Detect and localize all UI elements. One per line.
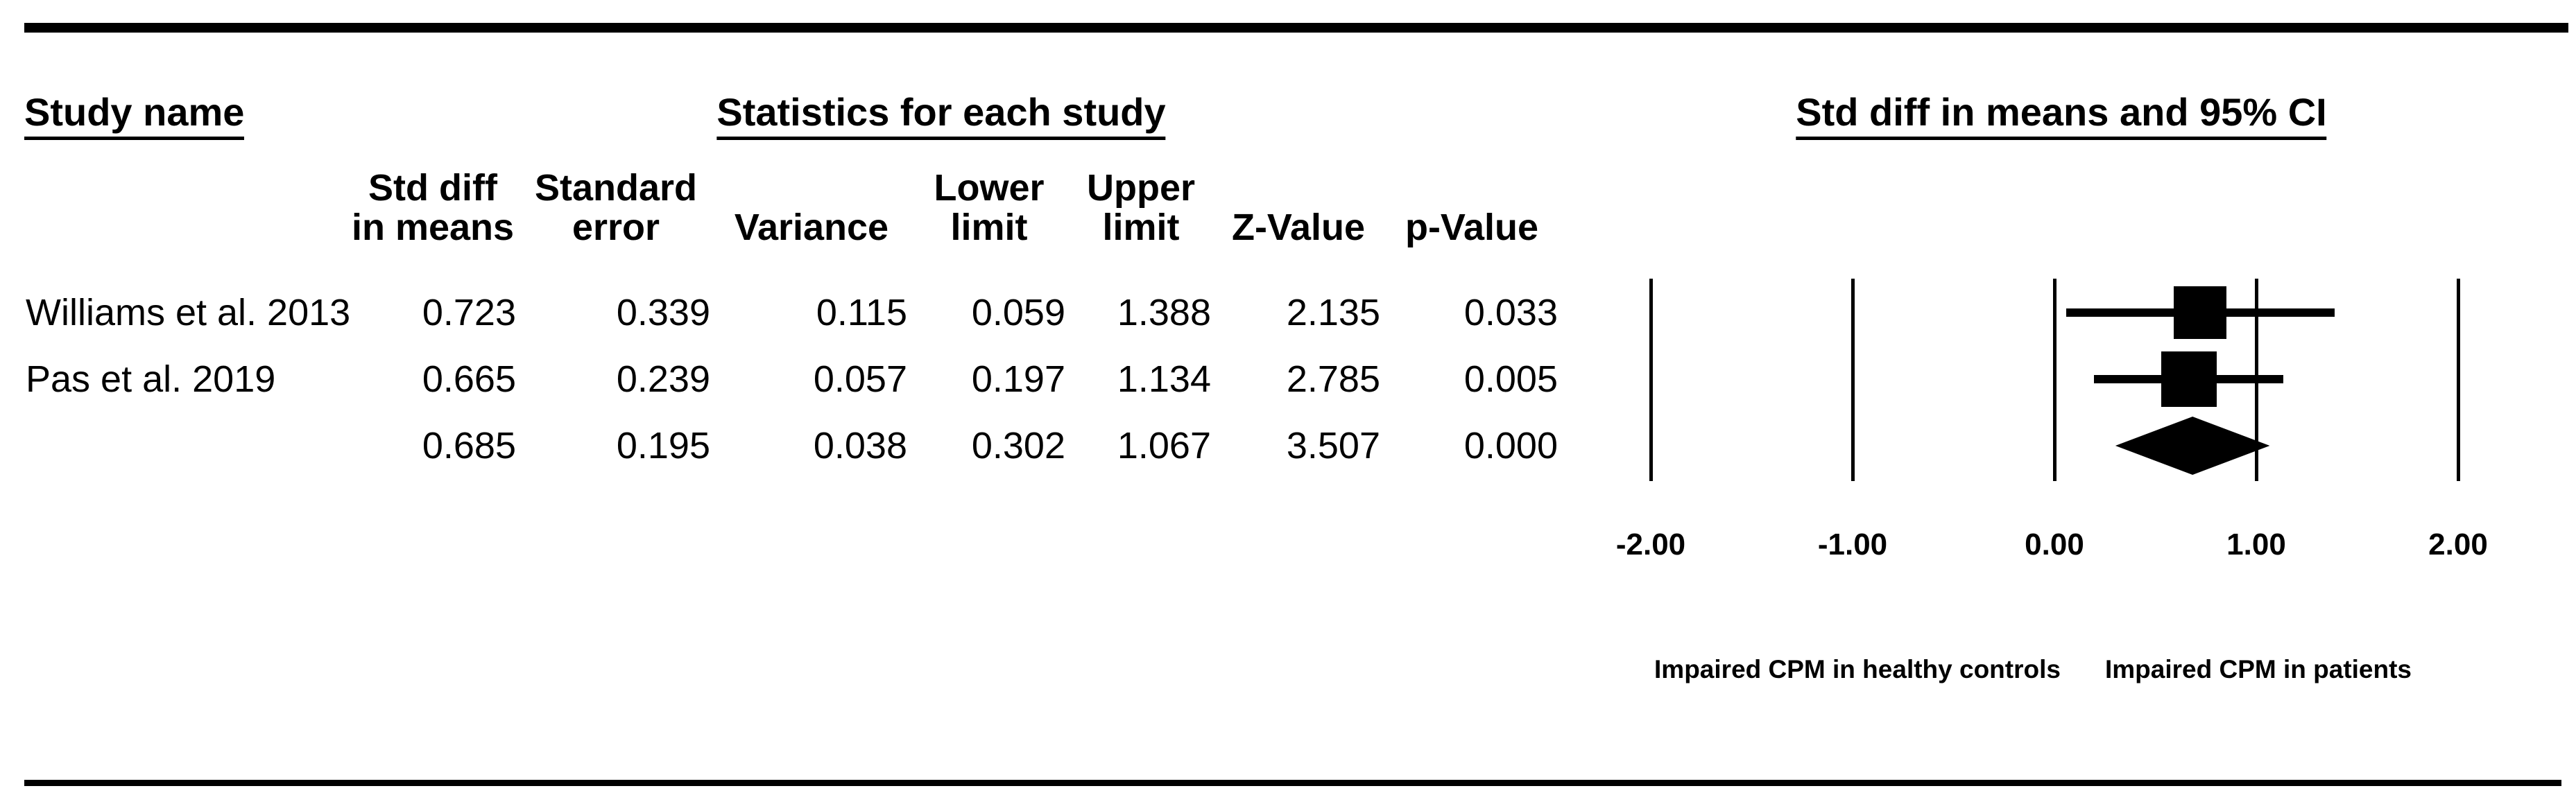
stat-cell-r2-c6: 0.000 (1463, 425, 1558, 467)
forest-gridline (2457, 279, 2460, 481)
direction-label-right: Impaired CPM in patients (2104, 655, 2412, 683)
stat-cell-r1-c1: 0.239 (616, 358, 710, 400)
stat-cell-r0-c2: 0.115 (816, 292, 907, 333)
study-name-cell: Williams et al. 2013 (26, 292, 351, 333)
axis-tick-label: -1.00 (1817, 528, 1888, 561)
stat-cell-r0-c6: 0.033 (1463, 292, 1558, 333)
stat-cell-r2-c2: 0.038 (813, 425, 907, 467)
direction-label-left: Impaired CPM in healthy controls (1654, 655, 2061, 683)
axis-tick-label: 1.00 (2226, 528, 2286, 561)
bottom-rule (24, 780, 2561, 786)
forest-gridline (2053, 279, 2056, 481)
column-header-2: Variance (734, 207, 889, 248)
forest-gridline (1851, 279, 1855, 481)
top-rule (24, 23, 2568, 33)
stat-cell-r2-c0: 0.685 (422, 425, 516, 467)
stat-cell-r1-c0: 0.665 (422, 358, 516, 400)
column-header-4: Upper limit (1086, 167, 1195, 248)
stat-cell-r2-c1: 0.195 (616, 425, 710, 467)
plot-section-title: Std diff in means and 95% CI (1796, 93, 2327, 140)
pooled-diamond (2115, 417, 2270, 475)
stat-cell-r0-c4: 1.388 (1117, 292, 1211, 333)
effect-square (2161, 351, 2217, 407)
stat-cell-r0-c1: 0.339 (616, 292, 710, 333)
stat-cell-r1-c2: 0.057 (813, 358, 907, 400)
stat-cell-r2-c5: 3.507 (1286, 425, 1380, 467)
stat-cell-r1-c6: 0.005 (1463, 358, 1558, 400)
forest-gridline (1649, 279, 1653, 481)
stat-cell-r1-c4: 1.134 (1117, 358, 1211, 400)
study-name-column-title: Study name (24, 93, 245, 140)
stat-cell-r0-c5: 2.135 (1286, 292, 1380, 333)
study-name-cell: Pas et al. 2019 (26, 358, 276, 400)
statistics-section-title: Statistics for each study (716, 93, 1166, 140)
column-header-5: Z-Value (1231, 207, 1366, 248)
stat-cell-r0-c0: 0.723 (422, 292, 516, 333)
column-header-0: Std diff in means (351, 167, 515, 248)
stat-cell-r0-c3: 0.059 (971, 292, 1065, 333)
stat-cell-r2-c3: 0.302 (971, 425, 1065, 467)
column-header-3: Lower limit (934, 167, 1045, 248)
stat-cell-r2-c4: 1.067 (1117, 425, 1211, 467)
column-header-1: Standard error (534, 167, 698, 248)
axis-tick-label: 0.00 (2025, 528, 2084, 561)
stat-cell-r1-c5: 2.785 (1286, 358, 1380, 400)
axis-tick-label: -2.00 (1615, 528, 1686, 561)
stat-cell-r1-c3: 0.197 (971, 358, 1065, 400)
axis-tick-label: 2.00 (2428, 528, 2488, 561)
statistics-table: Std diff in means Standard error Variance L… (24, 163, 1561, 479)
effect-square (2174, 286, 2227, 339)
column-header-6: p-Value (1405, 207, 1539, 248)
